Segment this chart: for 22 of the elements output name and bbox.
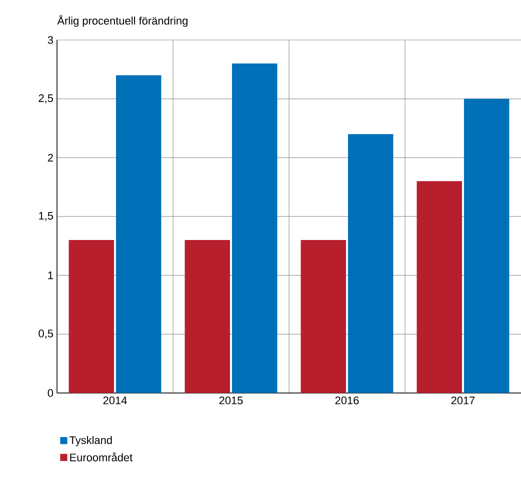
bar [300, 240, 346, 393]
bar [184, 240, 230, 393]
y-tick-label: 2,5 [38, 94, 54, 104]
x-tick-label: 2014 [103, 396, 127, 404]
y-tick-label: 3 [48, 36, 54, 44]
y-tick-label: 0,5 [38, 330, 54, 339]
y-tick-label: 1 [48, 272, 53, 280]
y-tick-label: 0 [48, 389, 54, 397]
bar [348, 134, 394, 393]
bar [68, 240, 114, 393]
x-tick-label: 2017 [451, 396, 475, 404]
x-tick-label: 2016 [335, 396, 359, 404]
bar [416, 181, 462, 393]
bar [232, 64, 278, 393]
bar [464, 98, 510, 393]
x-tick-label: 2015 [219, 396, 243, 404]
bar [116, 75, 162, 393]
chart-subtitle: Årlig procentuell förändring [57, 14, 188, 27]
y-tick-label: 2 [48, 154, 53, 162]
legend-label: Euroområdet [70, 452, 133, 462]
legend-label: Tyskland [70, 436, 112, 446]
y-tick-label: 1,5 [39, 212, 54, 221]
